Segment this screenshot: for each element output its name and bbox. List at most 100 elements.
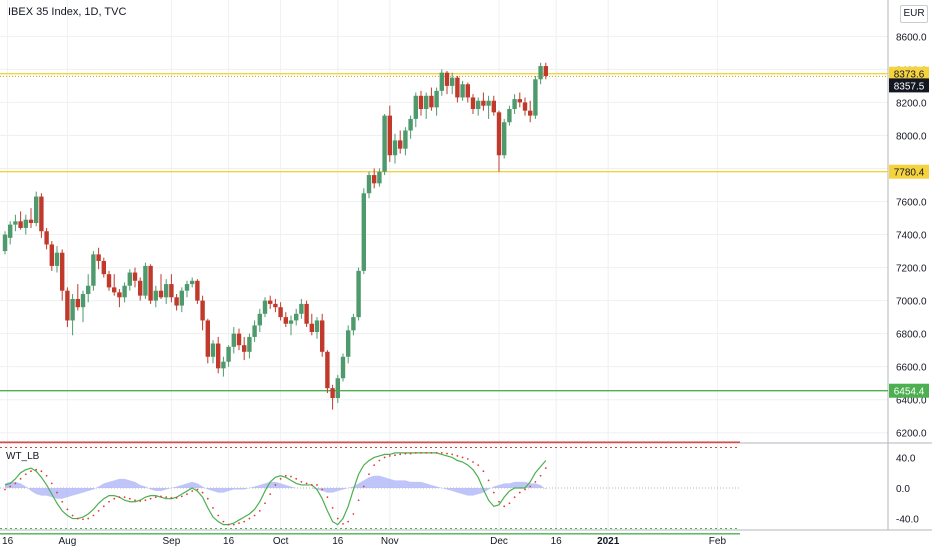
candle-body — [179, 290, 184, 306]
price-tick-label: 6600.0 — [896, 363, 927, 374]
date-axis[interactable]: 16 Aug Sep 16 Oct 16 Nov Dec 16 2021 Feb — [2, 536, 726, 547]
candle-body — [268, 300, 273, 304]
candle-body — [522, 102, 528, 111]
candle-body — [49, 244, 54, 266]
wt2-point — [76, 517, 79, 520]
candle-body — [257, 313, 262, 326]
wt2-point — [425, 451, 428, 454]
indicator-label[interactable]: WT_LB — [6, 451, 40, 462]
candle-body — [486, 100, 491, 106]
wt2-point — [56, 491, 58, 494]
candle-body — [39, 196, 44, 232]
candle-body — [28, 219, 34, 223]
candle-body — [309, 323, 314, 332]
wt2-point — [102, 505, 105, 508]
wt2-point — [9, 485, 12, 488]
currency-button[interactable]: EUR — [900, 5, 928, 23]
wt2-point — [40, 470, 43, 473]
candle-body — [18, 221, 23, 228]
candle-body — [481, 100, 486, 106]
price-axis[interactable]: 6200.0 6400.0 6600.0 6800.0 7000.0 7200.0 7400… — [896, 32, 927, 525]
wt2-point — [30, 470, 32, 473]
candle-body — [392, 140, 398, 156]
wt2-point — [373, 464, 376, 466]
wt2-point — [71, 514, 74, 517]
candle-body — [465, 84, 470, 98]
wt2-point — [477, 464, 480, 466]
wt2-point — [368, 473, 370, 476]
wt2-point — [264, 502, 266, 505]
wt2-point — [518, 491, 521, 494]
wt2-point — [352, 513, 355, 515]
horizontal-levels[interactable] — [0, 73, 888, 392]
candle-body — [200, 300, 205, 321]
candle-body — [60, 252, 65, 291]
date-tick-label: Feb — [709, 536, 727, 547]
wt2-point — [118, 496, 121, 499]
wt2-point — [435, 451, 438, 454]
wt2-point — [123, 496, 126, 499]
wt2-point — [14, 482, 17, 485]
candle-body — [158, 290, 164, 298]
candle-body — [517, 99, 522, 103]
candle-body — [403, 130, 408, 149]
candle-body — [138, 280, 143, 296]
wt2-point — [362, 485, 365, 488]
wt2-point — [165, 496, 168, 499]
candle-body — [439, 72, 444, 91]
candle-body — [320, 320, 325, 352]
date-tick-label: Aug — [59, 536, 77, 547]
candle-body — [122, 285, 127, 298]
candle-body — [153, 290, 158, 301]
candle-body — [340, 356, 346, 379]
price-tick-label: 6800.0 — [896, 330, 927, 341]
candle-body — [148, 265, 153, 301]
date-tick-label: 16 — [551, 536, 563, 547]
wt2-point — [217, 514, 220, 517]
candle-body — [408, 118, 413, 131]
candle-body — [112, 287, 117, 293]
indicator-tick-label: -40.0 — [896, 515, 919, 526]
wt2-point — [154, 496, 157, 499]
date-tick-label: Dec — [490, 536, 508, 547]
wt2-point — [45, 474, 48, 477]
candle-body — [304, 303, 309, 324]
candle-body — [65, 290, 70, 321]
candle-body — [429, 95, 434, 108]
price-tick-label: 8600.0 — [896, 32, 927, 43]
candle-body — [8, 224, 13, 238]
candle-body — [174, 297, 179, 306]
candle-body — [346, 330, 351, 357]
wt2-point — [342, 522, 344, 525]
candle-body — [91, 254, 96, 286]
wt2-point — [232, 523, 235, 526]
candle-body — [507, 109, 512, 123]
wt2-point — [201, 491, 204, 494]
price-tick-label: 8000.0 — [896, 131, 927, 142]
wt2-point — [212, 506, 214, 509]
wt2-point — [269, 493, 272, 496]
wt2-point — [466, 458, 469, 460]
candle-body — [184, 284, 190, 291]
candle-body — [434, 90, 439, 108]
candle-body — [86, 285, 91, 294]
wt2-point — [529, 485, 532, 488]
candle-body — [75, 298, 80, 308]
candle-body — [13, 221, 18, 225]
wt2-point — [149, 497, 152, 500]
candles — [2, 62, 548, 410]
wt2-point — [404, 452, 407, 455]
price-tick-label: 6400.0 — [896, 396, 927, 407]
candle-body — [101, 260, 106, 275]
candle-body — [491, 100, 496, 113]
candle-body — [455, 77, 460, 98]
wt2-point — [394, 454, 396, 457]
candle-body — [278, 307, 283, 318]
wt2-point — [472, 461, 474, 463]
wt2-point — [331, 506, 334, 509]
level-badge — [889, 66, 929, 81]
wt2-point — [144, 499, 147, 502]
level-badge-label: 6454.4 — [894, 387, 925, 398]
wt2-point — [305, 482, 308, 485]
wt2-point — [539, 474, 542, 477]
